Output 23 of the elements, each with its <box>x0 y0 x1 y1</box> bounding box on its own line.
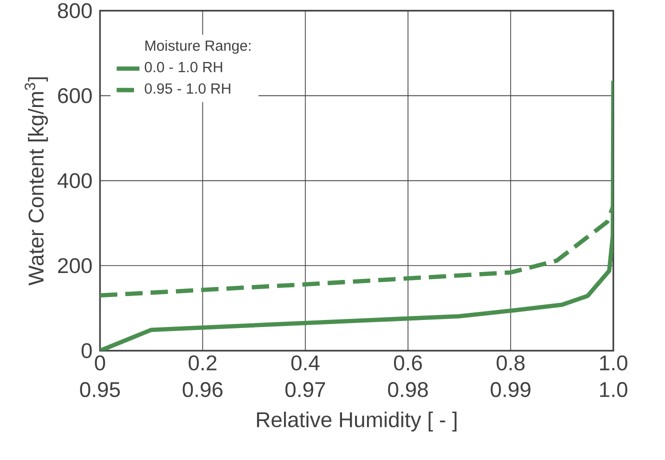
y-tick-label: 800 <box>58 3 92 18</box>
line-series <box>100 78 614 351</box>
x-tick-label: 0.4 <box>291 355 320 370</box>
legend-label: 0.95 - 1.0 RH <box>144 83 230 94</box>
x-tick-label: 0 <box>94 355 106 370</box>
x2-tick-label: 0.97 <box>285 382 326 398</box>
y-tick-label: 400 <box>58 173 92 188</box>
x2-tick-label: 0.98 <box>388 382 428 398</box>
legend-label: 0.0 - 1.0 RH <box>144 62 222 72</box>
x-tick-label: 0.2 <box>188 355 216 370</box>
x-axis-title: Relative Humidity [ - ] <box>257 412 456 432</box>
y-tick-label: 600 <box>58 88 92 104</box>
x-tick-label: 1.0 <box>600 355 628 370</box>
x2-tick-label: 0.96 <box>182 382 222 398</box>
x-tick-label: 0.8 <box>496 355 525 370</box>
x-tick-label: 0.6 <box>394 355 422 370</box>
y-axis-title: Water Content [kg/m$^{3}$] <box>24 77 48 286</box>
x2-tick-label: 0.99 <box>490 382 530 398</box>
x2-tick-label: 1.0 <box>600 382 628 398</box>
legend-title: Moisture Range: <box>145 40 250 54</box>
y-tick-label: 0 <box>82 343 92 358</box>
x2-tick-label: 0.95 <box>80 382 120 398</box>
y-tick-label: 200 <box>58 258 92 274</box>
